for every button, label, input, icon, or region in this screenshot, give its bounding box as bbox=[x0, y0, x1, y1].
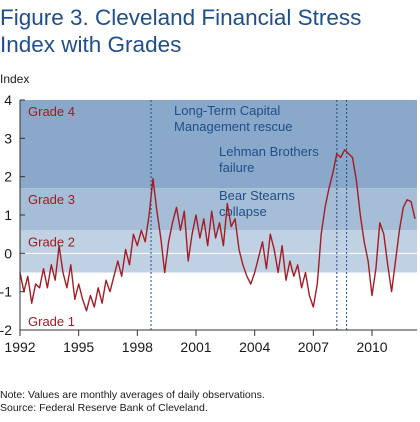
grade-band-4 bbox=[20, 100, 417, 189]
y-tick-label: 0 bbox=[4, 245, 12, 261]
x-tick-label: 1992 bbox=[4, 339, 35, 355]
grade-band-1 bbox=[20, 272, 417, 330]
y-axis-label: Index bbox=[0, 72, 29, 86]
stress-index-line bbox=[19, 149, 416, 312]
grade-label-1: Grade 1 bbox=[28, 314, 75, 329]
grade-band-3 bbox=[20, 188, 417, 231]
annotation-text-1-line-2: Management rescue bbox=[174, 119, 293, 134]
chart-title-line-1: Figure 3. Cleveland Financial Stress bbox=[0, 5, 362, 30]
chart-title: Figure 3. Cleveland Financial Stress Ind… bbox=[0, 4, 415, 58]
y-tick-label: 2 bbox=[4, 169, 12, 185]
chart-notes: Note: Values are monthly averages of dai… bbox=[0, 389, 420, 415]
y-tick-label: 3 bbox=[4, 130, 12, 146]
x-tick-label: 1995 bbox=[63, 339, 94, 355]
chart-title-line-2: Index with Grades bbox=[0, 32, 182, 57]
stress-index-chart: Grade 4 Grade 3 Grade 2 Grade 1 Long-Term Ca… bbox=[0, 72, 417, 355]
y-tick-label: 4 bbox=[4, 92, 12, 108]
annotation-text-2-line-1: Lehman Brothers bbox=[219, 144, 319, 159]
x-tick-label: 2004 bbox=[239, 339, 270, 355]
y-tick-label: 1 bbox=[4, 207, 12, 223]
x-tick-label: 2010 bbox=[356, 339, 387, 355]
grade-band-2 bbox=[20, 230, 417, 273]
annotation-text-2-line-2: failure bbox=[219, 160, 254, 175]
x-tick-label: 1998 bbox=[122, 339, 153, 355]
y-tick-label: -1 bbox=[0, 284, 12, 300]
annotation-text-3-line-1: Bear Stearns bbox=[219, 188, 295, 203]
source-text: Source: Federal Reserve Bank of Clevelan… bbox=[0, 402, 208, 414]
grade-label-4: Grade 4 bbox=[28, 104, 75, 119]
x-tick-label: 2001 bbox=[180, 339, 211, 355]
y-tick-label: -2 bbox=[0, 322, 12, 338]
annotation-text-1-line-1: Long-Term Capital bbox=[174, 103, 280, 118]
grade-label-2: Grade 2 bbox=[28, 234, 75, 249]
grade-label-3: Grade 3 bbox=[28, 192, 75, 207]
note-text: Note: Values are monthly averages of dai… bbox=[0, 389, 265, 401]
x-tick-label: 2007 bbox=[298, 339, 329, 355]
annotation-text-3-line-2: collapse bbox=[219, 204, 267, 219]
